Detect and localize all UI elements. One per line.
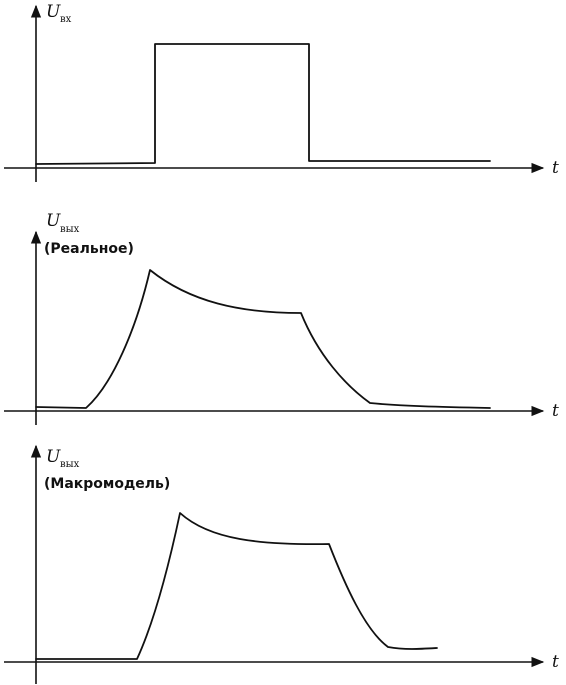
x-axis-label: t bbox=[552, 401, 559, 421]
x-axis-label: t bbox=[552, 652, 559, 672]
y-axis-label: U bbox=[46, 211, 61, 231]
y-axis-label-subscript: вх bbox=[60, 14, 72, 25]
panel-caption: (Макромодель) bbox=[44, 476, 170, 492]
panel-output-macromodel: U вых (Макромодель) t bbox=[4, 444, 559, 684]
panel-input: U вх t bbox=[4, 2, 559, 182]
y-axis-label: U bbox=[46, 2, 61, 22]
y-axis-label: U bbox=[46, 447, 61, 467]
panel-caption: (Реальное) bbox=[44, 241, 134, 257]
y-axis-label-subscript: вых bbox=[60, 459, 80, 470]
y-axis-label-subscript: вых bbox=[60, 224, 80, 235]
input-pulse-waveform bbox=[35, 43, 491, 165]
x-axis-label: t bbox=[552, 158, 559, 178]
panel-output-real: U вых (Реальное) t bbox=[4, 211, 559, 425]
macromodel-output-waveform bbox=[35, 512, 438, 660]
real-output-waveform bbox=[35, 269, 491, 409]
